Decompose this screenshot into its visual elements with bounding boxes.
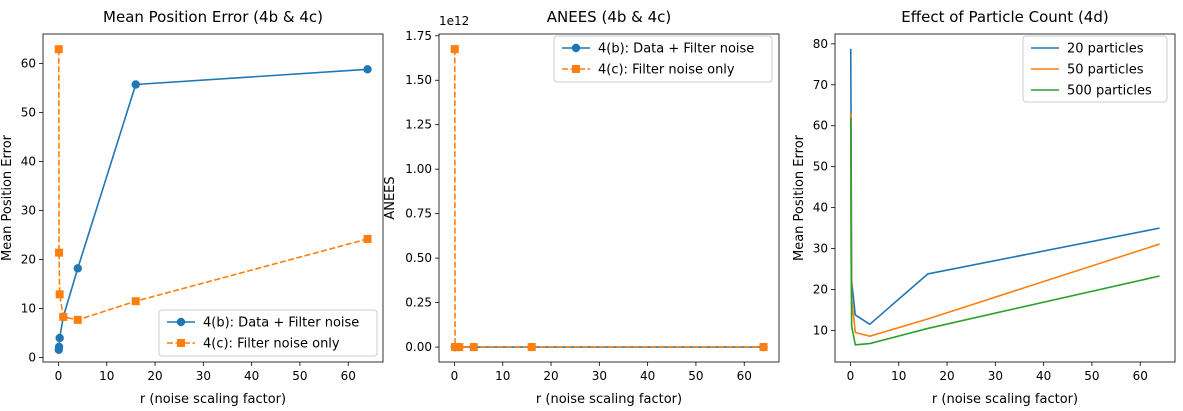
chart-2-ytick-label: 0.00: [405, 340, 432, 354]
chart-3-ytick-label: 80: [813, 37, 828, 51]
chart-2-scale-label: 1e12: [439, 14, 469, 28]
chart-1-xtick-label: 0: [55, 369, 63, 383]
chart-2-xtick-label: 0: [451, 369, 459, 383]
chart-1-series-2-point: [55, 248, 64, 257]
chart-1-axes-frame: [42, 33, 384, 363]
chart-3-legend-label-1: 20 particles: [1067, 42, 1144, 57]
chart-1-xlabel: r (noise scaling factor): [140, 392, 286, 407]
chart-1-ytick-label: 40: [21, 154, 36, 168]
chart-3-legend: [1022, 35, 1168, 103]
chart-1-ytick-label: 50: [21, 105, 36, 119]
chart-3-series-3-line: [849, 117, 1160, 346]
chart-1-ytick-label: 0: [28, 351, 36, 365]
chart-2-axes-frame: [438, 33, 780, 363]
chart-1-series-2-point: [59, 312, 68, 321]
chart-1-series-2-point: [54, 45, 63, 54]
chart-3-xlabel: r (noise scaling factor): [932, 392, 1078, 407]
chart-2-ytick-label: 1.00: [405, 162, 432, 176]
chart-3-ytick-label: 30: [813, 242, 828, 256]
chart-1-series-2-point: [55, 290, 64, 299]
chart-3-xtick-label: 10: [891, 369, 906, 383]
chart-3-legend-label-2: 50 particles: [1067, 63, 1144, 78]
chart-1-legend-marker-1: [176, 317, 186, 327]
chart-1-legend-marker-2: [177, 339, 185, 347]
chart-1-xtick-label: 20: [147, 369, 162, 383]
chart-2-series-2-point: [759, 343, 768, 352]
chart-1-ytick-label: 60: [21, 56, 36, 70]
chart-2-xtick-label: 10: [495, 369, 510, 383]
chart-2-series-2-line: [453, 49, 764, 348]
chart-3-xtick-label: 20: [939, 369, 954, 383]
chart-1-series-1-point: [73, 264, 82, 273]
chart-2-ytick-label: 1.50: [405, 73, 432, 87]
chart-2-legend-label-1: 4(b): Data + Filter noise: [598, 42, 754, 57]
chart-1-ytick-label: 20: [21, 253, 36, 267]
chart-1-ytick-label: 30: [21, 204, 36, 218]
chart-3-xtick-label: 30: [988, 369, 1003, 383]
chart-2-ylabel: ANEES: [383, 176, 398, 219]
chart-3-axes-frame: [834, 33, 1176, 363]
chart-1-series-1-point: [54, 342, 64, 352]
chart-1-ytick-label: 10: [21, 302, 36, 316]
chart-3-ytick-label: 50: [813, 160, 828, 174]
chart-1-xtick-label: 60: [341, 369, 356, 383]
chart-3-title: Effect of Particle Count (4d): [901, 8, 1108, 26]
chart-2-series-2-point: [455, 343, 464, 352]
chart-1-xtick-label: 30: [196, 369, 211, 383]
chart-3-ylabel: Mean Position Error: [792, 134, 807, 261]
chart-2-legend: [553, 35, 773, 83]
chart-3-xtick-label: 50: [1084, 369, 1099, 383]
chart-1-legend-label-2: 4(c): Filter noise only: [203, 337, 340, 352]
chart-2-xlabel: r (noise scaling factor): [536, 392, 682, 407]
chart-1-xtick-label: 10: [99, 369, 114, 383]
chart-1-legend: [158, 309, 378, 357]
chart-2-legend-marker-1: [571, 43, 581, 53]
chart-3-xtick-label: 0: [847, 369, 855, 383]
chart-1-legend-label-1: 4(b): Data + Filter noise: [203, 316, 359, 331]
chart-2-series-2-point: [527, 343, 536, 352]
chart-2-ytick-label: 1.25: [405, 118, 432, 132]
chart-1-ylabel: Mean Position Error: [0, 134, 15, 261]
chart-2-ytick-label: 1.75: [405, 29, 432, 43]
chart-2-ytick-label: 0.75: [405, 207, 432, 221]
chart-2-ytick-label: 0.50: [405, 251, 432, 265]
chart-1-title: Mean Position Error (4b & 4c): [103, 8, 323, 26]
chart-1-series-2-point: [131, 297, 140, 306]
chart-3-ytick-label: 60: [813, 119, 828, 133]
chart-3-ytick-label: 20: [813, 283, 828, 297]
chart-1-series-1-point: [131, 80, 140, 89]
chart-2-legend-marker-2: [572, 65, 580, 73]
chart-1-xtick-label: 50: [292, 369, 307, 383]
chart-2-series-2-point: [469, 343, 478, 352]
chart-3-ytick-label: 10: [813, 323, 828, 337]
chart-2-xtick-label: 20: [543, 369, 558, 383]
chart-3-series-2-line: [849, 113, 1160, 338]
chart-3-xtick-label: 60: [1133, 369, 1148, 383]
chart-1-series-2-point: [73, 315, 82, 324]
chart-1-series-1-point: [55, 333, 64, 343]
chart-2-series-2-point: [450, 45, 459, 54]
chart-2-ytick-label: 0.25: [405, 296, 432, 310]
chart-3-ytick-label: 70: [813, 78, 828, 92]
chart-2-title: ANEES (4b & 4c): [547, 8, 672, 26]
chart-1-series-1-line: [57, 68, 368, 350]
chart-2-xtick-label: 50: [688, 369, 703, 383]
chart-2-legend-label-2: 4(c): Filter noise only: [598, 63, 735, 78]
chart-2-xtick-label: 60: [737, 369, 752, 383]
chart-3-legend-label-3: 500 particles: [1067, 84, 1152, 99]
chart-1-xtick-label: 40: [244, 369, 259, 383]
chart-2-xtick-label: 40: [640, 369, 655, 383]
chart-2-xtick-label: 30: [592, 369, 607, 383]
chart-1-series-2-line: [57, 49, 368, 321]
chart-3-xtick-label: 40: [1036, 369, 1051, 383]
chart-1-series-2-point: [363, 234, 372, 243]
chart-1-series-1-point: [363, 65, 372, 74]
chart-3-ytick-label: 40: [813, 201, 828, 215]
